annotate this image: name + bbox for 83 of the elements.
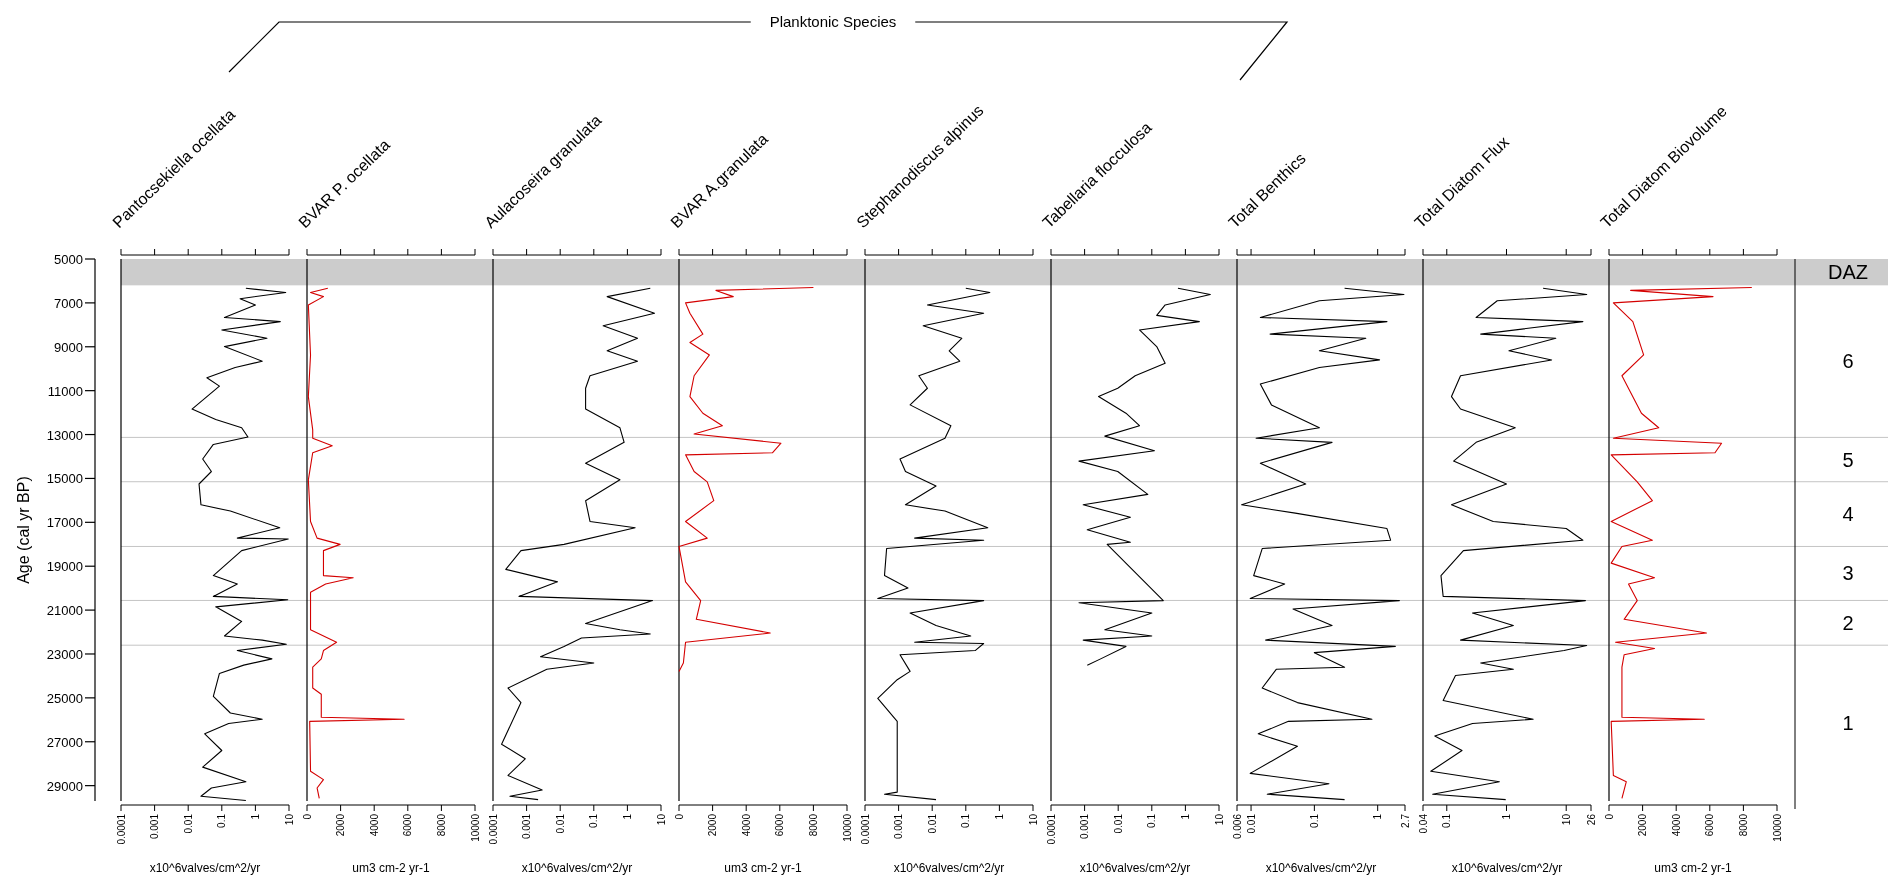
x-tick-label: 10 [655,813,667,826]
x-tick-label: 10000 [841,813,853,842]
x-tick-label: 2000 [707,813,719,837]
x-tick-label: 8000 [807,813,819,837]
x-tick-label: 0.01 [182,813,194,834]
text: 3 [1842,562,1854,585]
x-tick-label: 0 [1603,813,1615,820]
y-tick-label: 7000 [54,295,83,311]
x-tick-label: 1 [993,813,1005,820]
x-tick-label: 10 [1027,813,1039,826]
x-tick-label: 2000 [335,813,347,837]
x-tick-label: 0.1 [960,813,972,828]
x-tick-label: 0.0001 [1045,813,1057,845]
x-tick-label: 2000 [1637,813,1649,837]
x-tick-label: 1 [1179,813,1191,820]
y-tick-label: 19000 [46,559,83,575]
text: 5 [1842,448,1854,471]
x-tick-label: 1 [1500,813,1512,820]
x-axis-title: x10^6valves/cm^2/yr [149,861,261,875]
x-tick-label: 0.01 [1245,813,1257,834]
x-tick-label: 4000 [740,813,752,837]
y-tick-label: 9000 [54,339,83,355]
x-tick-label: 0.1 [1441,813,1453,828]
x-tick-label: 4000 [1670,813,1682,837]
x-tick-label: 1 [249,813,261,820]
x-tick-label: 0 [673,813,685,820]
text: Planktonic Species [769,13,897,30]
y-axis-title: Age (cal yr BP) [15,476,32,584]
x-tick-label: 0.01 [554,813,566,834]
x-tick-label: 6000 [774,813,786,837]
x-axis-title: x10^6valves/cm^2/yr [521,861,633,875]
text: 1 [1842,712,1854,735]
x-tick-label: 10 [283,813,295,826]
text: 6 [1842,350,1854,373]
text: 2 [1842,611,1854,634]
x-tick-label: 2.7 [1399,813,1411,828]
x-tick-label: 0 [301,813,313,820]
x-tick-label: 8000 [435,813,447,837]
x-tick-label: 10 [1560,813,1572,826]
band-label: DAZ [1828,261,1868,284]
y-tick-label: 29000 [46,778,83,794]
y-tick-label: 27000 [46,734,83,750]
x-tick-label: 0.001 [149,813,161,840]
x-tick-label: 8000 [1737,813,1749,837]
y-tick-label: 17000 [46,515,83,531]
x-tick-label: 0.001 [1079,813,1091,840]
y-tick-label: 15000 [46,471,83,487]
x-tick-label: 0.0001 [115,813,127,845]
x-tick-label: 0.1 [1308,813,1320,828]
y-tick-label: 11000 [47,383,83,399]
x-tick-label: 0.001 [521,813,533,840]
text: 4 [1842,503,1854,526]
x-axis-title: x10^6valves/cm^2/yr [1079,861,1191,875]
x-tick-label: 10000 [1771,813,1783,842]
x-tick-label: 6000 [1704,813,1716,837]
x-tick-label: 0.0001 [487,813,499,845]
x-axis-title: x10^6valves/cm^2/yr [893,861,1005,875]
y-tick-label: 25000 [46,690,83,706]
x-tick-label: 0.0001 [859,813,871,845]
x-tick-label: 1 [1372,813,1384,820]
x-tick-label: 0.1 [588,813,600,828]
x-tick-label: 10 [1213,813,1225,826]
y-tick-label: 13000 [46,427,83,443]
x-tick-label: 0.1 [1146,813,1158,828]
x-tick-label: 4000 [368,813,380,837]
x-axis-title: x10^6valves/cm^2/yr [1265,861,1377,875]
y-tick-label: 23000 [46,646,83,662]
x-axis-title: um3 cm-2 yr-1 [724,861,802,875]
x-axis-title: x10^6valves/cm^2/yr [1451,861,1563,875]
x-tick-label: 0.01 [926,813,938,834]
x-tick-label: 0.006 [1231,813,1243,840]
x-tick-label: 0.001 [893,813,905,840]
x-tick-label: 26 [1585,813,1597,826]
x-tick-label: 1 [621,813,633,820]
x-tick-label: 0.04 [1417,813,1429,834]
y-tick-label: 21000 [46,603,83,619]
x-tick-label: 10000 [469,813,481,842]
x-axis-title: um3 cm-2 yr-1 [352,861,430,875]
x-axis-title: um3 cm-2 yr-1 [1654,861,1732,875]
x-tick-label: 0.1 [216,813,228,828]
x-tick-label: 6000 [402,813,414,837]
y-tick-label: 5000 [54,252,83,267]
x-tick-label: 0.01 [1112,813,1124,834]
